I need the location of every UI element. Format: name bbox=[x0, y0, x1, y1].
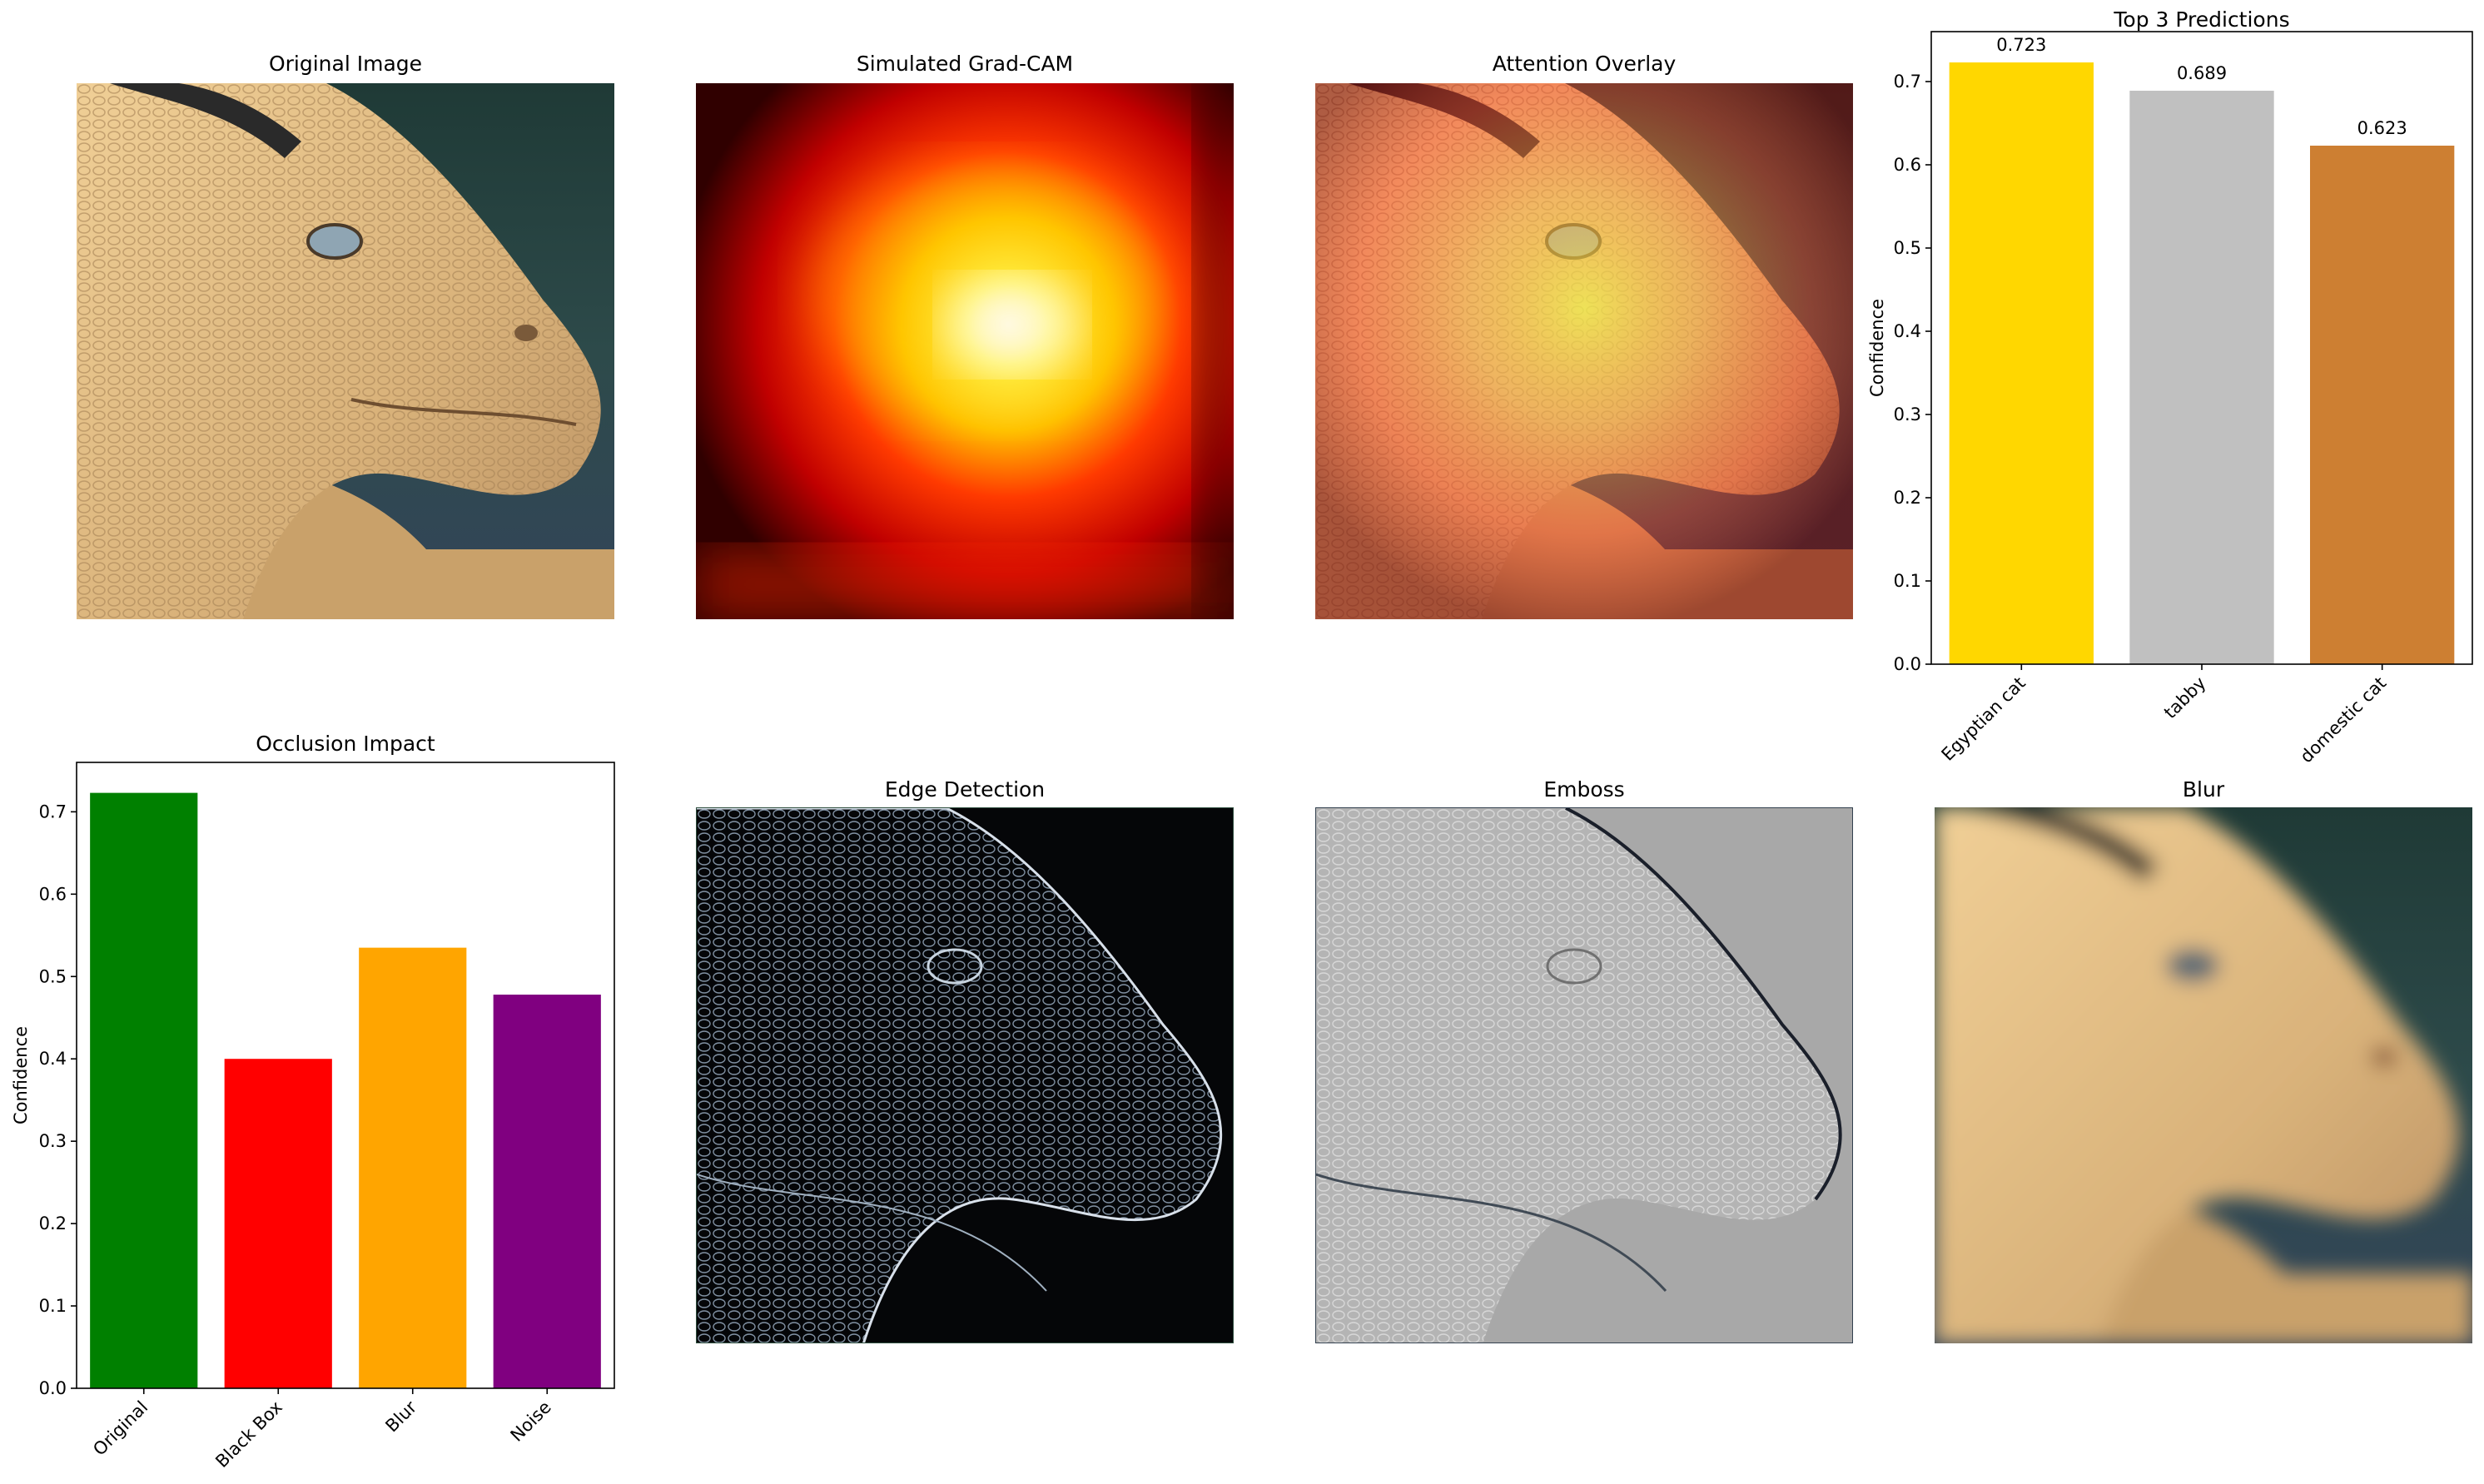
y-tick-label: 0.4 bbox=[39, 1049, 67, 1069]
x-tick-label: Black Box bbox=[211, 1397, 286, 1472]
bar-egyptian-cat bbox=[1949, 62, 2094, 664]
chart-title: Top 3 Predictions bbox=[2113, 7, 2289, 32]
x-tick-label: Egyptian cat bbox=[1938, 673, 2029, 765]
gradcam-heatmap bbox=[696, 83, 1234, 619]
bar-blur bbox=[359, 947, 467, 1388]
x-tick-label: tabby bbox=[2160, 673, 2210, 723]
blur-image bbox=[1935, 807, 2472, 1343]
axes-frame bbox=[1930, 31, 2473, 665]
y-tick-label: 0.6 bbox=[39, 884, 67, 904]
bar-domestic-cat bbox=[2310, 146, 2455, 664]
y-tick-label: 0.3 bbox=[39, 1131, 67, 1151]
y-tick-label: 0.1 bbox=[1894, 571, 1921, 591]
y-tick-label: 0.2 bbox=[1894, 488, 1921, 508]
attention-overlay-image bbox=[1315, 83, 1853, 619]
y-tick-label: 0.4 bbox=[1894, 321, 1921, 341]
original-image-title: Original Image bbox=[268, 52, 423, 76]
y-tick-label: 0.0 bbox=[1894, 654, 1921, 674]
axes-frame bbox=[76, 762, 615, 1389]
y-tick-label: 0.1 bbox=[39, 1296, 67, 1316]
bar-black-box bbox=[224, 1059, 332, 1388]
bar-original bbox=[90, 792, 198, 1388]
x-tick-label: domestic cat bbox=[2296, 673, 2390, 767]
blur-title: Blur bbox=[2182, 777, 2225, 802]
y-tick-label: 0.6 bbox=[1894, 155, 1921, 175]
attention-overlay-title: Attention Overlay bbox=[1492, 52, 1677, 76]
x-tick-label: Blur bbox=[381, 1397, 420, 1436]
x-tick-label: Original bbox=[89, 1397, 152, 1460]
y-tick-label: 0.7 bbox=[1894, 72, 1921, 92]
gradcam-title: Simulated Grad-CAM bbox=[856, 52, 1074, 76]
chart-title: Occlusion Impact bbox=[256, 732, 435, 756]
y-axis-label: Confidence bbox=[11, 1026, 31, 1124]
occlusion-impact-chart: Occlusion Impact Original Black Box Blur Noi… bbox=[11, 732, 615, 1472]
original-image bbox=[77, 83, 614, 619]
bar-value-label: 0.689 bbox=[2177, 63, 2227, 83]
y-tick-label: 0.5 bbox=[1894, 238, 1921, 258]
bar-noise bbox=[493, 995, 601, 1388]
y-axis-label: Confidence bbox=[1867, 299, 1887, 397]
y-tick-label: 0.5 bbox=[39, 966, 67, 986]
y-tick-label: 0.7 bbox=[39, 802, 67, 821]
y-tick-label: 0.2 bbox=[39, 1214, 67, 1233]
edge-detection-image bbox=[696, 807, 1234, 1343]
edge-detection-title: Edge Detection bbox=[884, 777, 1046, 802]
bar-value-label: 0.723 bbox=[1996, 35, 2046, 55]
emboss-title: Emboss bbox=[1543, 777, 1625, 802]
x-tick-label: Noise bbox=[507, 1397, 555, 1446]
y-tick-label: 0.0 bbox=[39, 1378, 67, 1398]
emboss-image bbox=[1315, 807, 1853, 1343]
y-tick-label: 0.3 bbox=[1894, 405, 1921, 424]
top3-predictions-chart: Top 3 Predictions 0.723 Egyptian cat 0.689 t… bbox=[1867, 7, 2473, 767]
bar-tabby bbox=[2129, 91, 2274, 664]
bar-value-label: 0.623 bbox=[2357, 118, 2407, 138]
